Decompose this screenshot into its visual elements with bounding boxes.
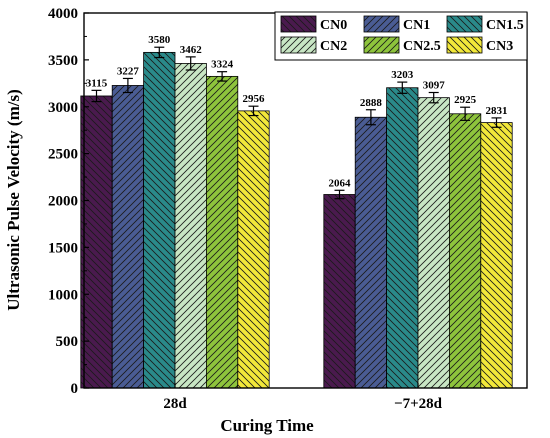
- data-label: 2956: [243, 93, 266, 105]
- y-tick-label: 3500: [48, 53, 78, 69]
- y-tick-label: 1000: [48, 287, 78, 303]
- legend-swatch: [280, 36, 317, 54]
- legend-box: [274, 11, 528, 61]
- data-label: 3580: [148, 34, 171, 46]
- legend-label: CN0: [320, 18, 347, 33]
- data-label: 3462: [180, 44, 203, 56]
- legend-swatch: [446, 15, 483, 33]
- error-bar: [217, 71, 228, 82]
- data-label: 2831: [486, 105, 508, 117]
- x-tick-label: −7+28d: [394, 396, 443, 412]
- error-bar: [365, 109, 376, 126]
- bar-cn2-28d: [174, 63, 207, 389]
- x-axis-title: Curing Time: [220, 416, 314, 435]
- bar-cn1-28d: [111, 85, 144, 389]
- bar-cn2-5-28d: [205, 75, 239, 389]
- data-label: 3324: [211, 59, 234, 71]
- error-bar: [91, 89, 102, 103]
- axes-layer: 0 500 1000 1500 2000 2500 3000 3500 4000 28d −7+28…: [48, 6, 528, 412]
- bar-cn1-5-28d: [143, 51, 176, 389]
- legend-swatch: [363, 15, 400, 33]
- error-bar: [248, 105, 259, 117]
- data-label: 3097: [423, 80, 446, 92]
- error-bar: [491, 117, 502, 128]
- y-axis-title: Ultrasonic Pulse Velocity (m/s): [4, 89, 23, 310]
- x-tick-label: 28d: [163, 396, 187, 412]
- error-bar: [428, 91, 439, 104]
- error-bar: [154, 46, 165, 59]
- error-bar: [122, 77, 133, 94]
- data-label: 3115: [86, 77, 108, 89]
- legend-label: CN2: [320, 39, 347, 54]
- y-tick-label: 3000: [48, 100, 78, 116]
- y-tick-label: 0: [71, 381, 79, 397]
- data-label: 2888: [360, 97, 383, 109]
- data-label: 2064: [329, 177, 352, 189]
- bar-cn3-minus7-28d: [480, 122, 513, 389]
- bar-cn0-minus7-28d: [323, 194, 356, 389]
- error-bar: [185, 56, 196, 71]
- y-tick-label: 2000: [48, 194, 78, 210]
- data-label: 3227: [117, 65, 140, 77]
- y-tick-label: 2500: [48, 147, 78, 163]
- error-bar: [460, 106, 471, 121]
- error-bar: [397, 81, 408, 94]
- bar-cn3-28d: [237, 110, 270, 389]
- y-tick-label: 500: [56, 334, 79, 350]
- legend-label: CN2.5: [403, 39, 441, 54]
- bar-cn2-minus7-28d: [417, 97, 450, 389]
- y-tick-label: 1500: [48, 240, 78, 256]
- bar-cn1-minus7-28d: [354, 116, 388, 389]
- bar-cn1-5-minus7-28d: [386, 87, 419, 389]
- legend-swatch: [446, 36, 483, 54]
- bar-cn2-5-minus7-28d: [448, 113, 482, 389]
- legend-swatch: [280, 15, 317, 33]
- legend-label: CN1.5: [486, 18, 524, 33]
- data-label: 3203: [391, 69, 414, 81]
- legend: CN0 CN1 CN1.5 CN2 CN2.5 CN3: [274, 11, 528, 61]
- error-bar: [334, 189, 345, 200]
- data-label: 2925: [454, 94, 477, 106]
- legend-swatch: [363, 36, 400, 54]
- y-tick-label: 4000: [48, 6, 78, 22]
- legend-label: CN3: [486, 39, 513, 54]
- bar-cn0-28d: [80, 95, 113, 389]
- legend-label: CN1: [403, 18, 430, 33]
- bars-layer: 3115 3227 3580 3462 3324 2956 2064 2888 3203 3097…: [80, 34, 513, 389]
